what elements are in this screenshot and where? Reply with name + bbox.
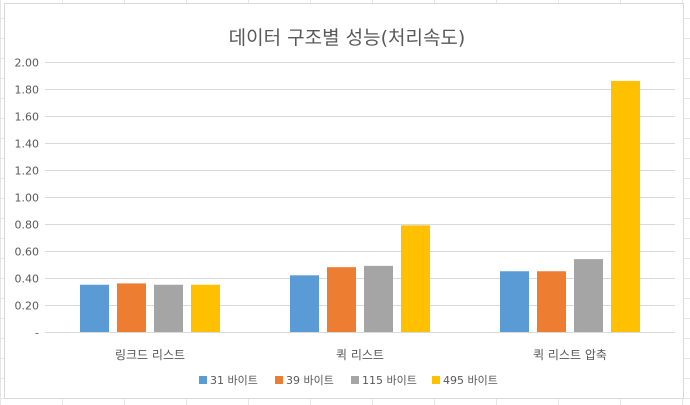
y-tick-label: - [35,327,39,340]
legend-swatch [199,376,207,384]
bar[interactable] [154,284,183,332]
legend-swatch [275,376,283,384]
legend-swatch [351,376,359,384]
y-tick-label: 1.60 [15,111,40,124]
y-tick-label: 0.40 [15,273,40,286]
chart-title: 데이터 구조별 성능(처리속도) [229,27,466,49]
bar[interactable] [611,80,640,333]
y-tick-label: 2.00 [15,57,40,70]
bar[interactable] [537,271,566,332]
y-tick-label: 0.60 [15,246,40,259]
y-tick-label: 1.80 [15,84,40,97]
y-tick-label: 1.40 [15,138,40,151]
bar[interactable] [364,265,393,332]
y-tick-label: 0.20 [15,300,40,313]
x-category-label: 퀵 리스트 압축 [533,348,607,362]
legend-label: 31 바이트 [210,374,258,387]
x-category-label: 링크드 리스트 [115,348,185,362]
legend-label: 39 바이트 [286,374,334,387]
bar[interactable] [574,259,603,332]
x-category-label: 퀵 리스트 [336,348,384,362]
bar[interactable] [117,283,146,332]
bar-chart: 데이터 구조별 성능(처리속도) - 0.20 0.40 0.60 0.80 1.00 1.… [15,27,675,387]
bar[interactable] [290,275,319,332]
legend-label: 115 바이트 [362,374,417,387]
bar[interactable] [191,284,220,332]
y-tick-label: 0.80 [15,219,40,232]
bar[interactable] [327,267,356,332]
legend-swatch [432,376,440,384]
bar[interactable] [500,271,529,332]
y-tick-label: 1.00 [15,192,40,205]
chart-area[interactable]: 데이터 구조별 성능(처리속도) - 0.20 0.40 0.60 0.80 1.00 1.… [4,3,684,399]
bar[interactable] [80,284,109,332]
bar[interactable] [401,225,430,332]
legend-label: 495 바이트 [443,374,498,387]
y-tick-label: 1.20 [15,165,40,178]
